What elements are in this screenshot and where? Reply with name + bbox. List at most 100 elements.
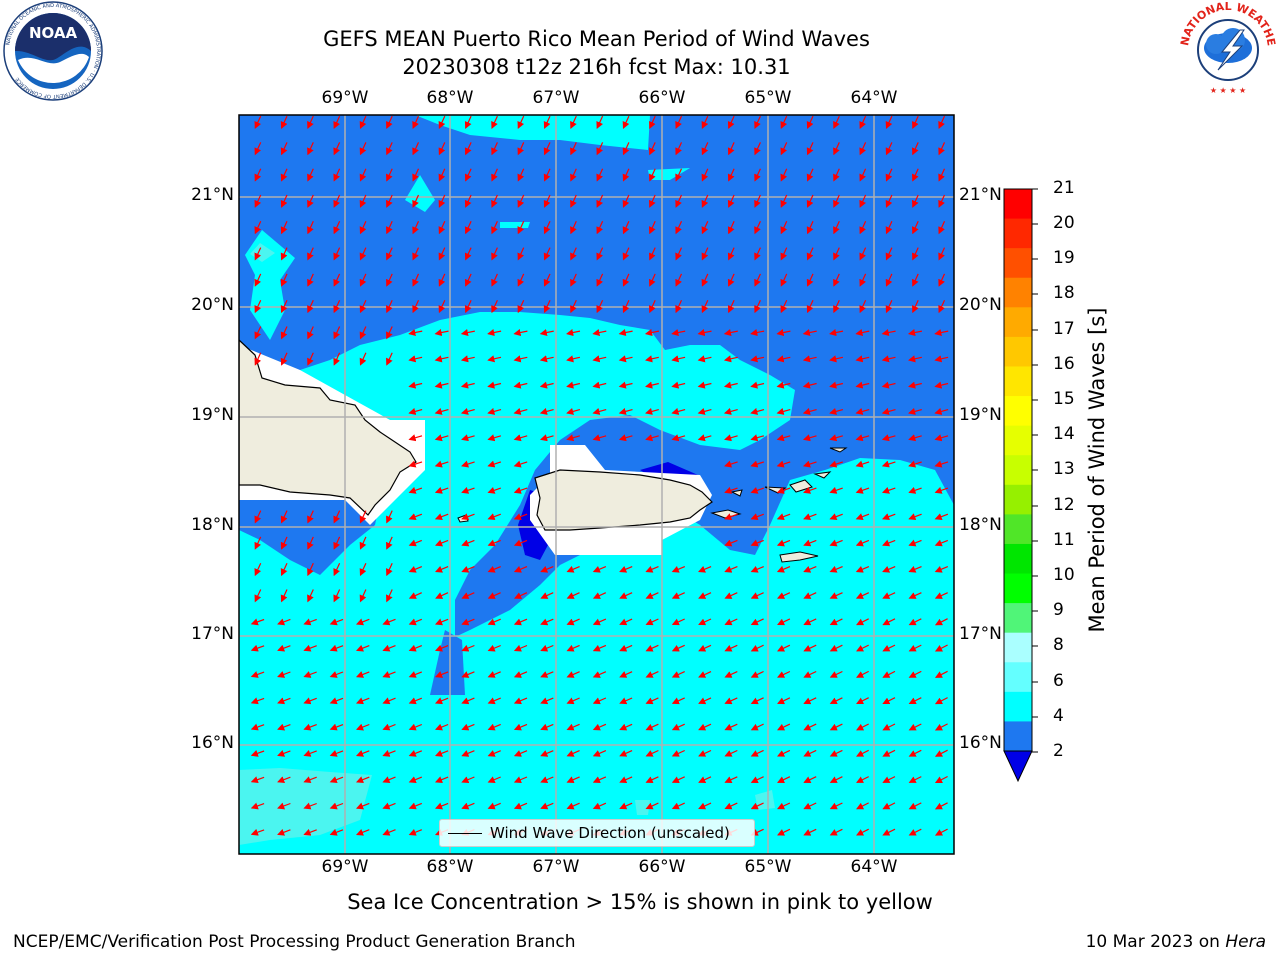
wind-wave-arrow — [280, 273, 288, 287]
wind-wave-arrow — [513, 486, 528, 494]
colorbar-segment — [1004, 248, 1032, 279]
wind-wave-arrow — [434, 355, 449, 363]
wind-wave-arrow — [803, 592, 817, 599]
wind-wave-arrow — [856, 749, 869, 757]
wind-wave-arrow — [434, 723, 449, 731]
wind-wave-arrow — [697, 407, 712, 415]
wind-wave-arrow — [908, 618, 922, 626]
wind-wave-arrow — [671, 697, 685, 705]
wind-wave-arrow — [280, 510, 288, 524]
wind-wave-arrow — [723, 355, 738, 363]
wind-wave-arrow — [727, 115, 735, 129]
wind-wave-arrow — [307, 247, 314, 261]
wind-wave-arrow — [333, 589, 341, 603]
wind-wave-arrow — [881, 355, 896, 363]
wind-wave-arrow — [833, 221, 840, 235]
colorbar-tick-label: 8 — [1053, 635, 1064, 655]
wind-wave-arrow — [434, 407, 449, 415]
wind-wave-arrow — [333, 194, 341, 208]
lon-label-top: 65°W — [744, 88, 792, 108]
wind-wave-arrow — [543, 273, 551, 287]
wind-wave-arrow — [833, 299, 840, 314]
wind-wave-arrow — [698, 697, 712, 705]
wind-wave-arrow — [543, 221, 551, 235]
wind-wave-arrow — [513, 407, 528, 415]
wind-wave-arrow — [934, 486, 949, 494]
wind-wave-arrow — [724, 513, 738, 521]
wind-wave-arrow — [250, 828, 265, 836]
wind-wave-arrow — [938, 194, 946, 208]
wind-wave-arrow — [619, 697, 633, 705]
wind-wave-arrow — [303, 828, 317, 836]
wind-wave-arrow — [460, 381, 475, 389]
wind-wave-arrow — [802, 434, 817, 442]
wind-wave-arrow — [540, 644, 554, 652]
wind-wave-arrow — [882, 592, 896, 599]
wind-wave-arrow — [461, 434, 475, 442]
wind-wave-arrow — [307, 352, 314, 366]
wind-wave-arrow — [750, 460, 765, 468]
wind-wave-arrow — [723, 381, 738, 389]
wind-wave-arrow — [280, 299, 288, 314]
wind-wave-arrow — [649, 299, 656, 314]
wind-wave-arrow — [829, 539, 843, 547]
legend-label: Wind Wave Direction (unscaled) — [490, 824, 730, 842]
wind-wave-arrow — [303, 802, 317, 810]
wind-wave-arrow — [701, 168, 709, 182]
wind-wave-arrow — [434, 644, 449, 652]
wind-wave-arrow — [934, 381, 949, 389]
wind-wave-arrow — [566, 644, 580, 652]
wind-wave-arrow — [386, 142, 393, 156]
colorbar-segment — [1004, 218, 1032, 249]
wind-wave-arrow — [934, 618, 948, 626]
wind-wave-arrow — [701, 299, 709, 314]
wind-wave-arrow — [724, 671, 738, 678]
wind-wave-arrow — [833, 247, 840, 261]
wind-wave-arrow — [750, 749, 764, 757]
wind-wave-arrow — [856, 723, 869, 731]
wind-wave-arrow — [303, 671, 317, 678]
wind-wave-arrow — [254, 168, 262, 182]
noaa-logo-text: NOAA — [29, 24, 78, 42]
wind-wave-arrow — [596, 194, 604, 208]
wind-wave-arrow — [622, 273, 630, 287]
wind-wave-arrow — [619, 565, 633, 573]
wind-wave-arrow — [386, 589, 393, 603]
wind-wave-arrow — [570, 299, 577, 314]
wind-wave-arrow — [698, 749, 712, 757]
colorbar-tick-label: 15 — [1053, 389, 1075, 409]
wind-wave-arrow — [540, 565, 554, 573]
wind-wave-arrow — [412, 168, 420, 182]
wind-wave-arrow — [645, 355, 659, 363]
ocean-cyan-patch-north — [415, 115, 650, 150]
wind-wave-arrow — [254, 510, 262, 524]
wind-wave-arrow — [592, 776, 607, 784]
wind-wave-arrow — [438, 299, 446, 314]
wind-wave-arrow — [280, 142, 288, 156]
wind-wave-arrow — [307, 142, 314, 156]
wind-wave-arrow — [855, 565, 870, 573]
wind-wave-arrow — [882, 670, 896, 678]
wind-wave-arrow — [727, 168, 735, 182]
wind-wave-arrow — [329, 644, 344, 652]
wind-wave-arrow — [487, 565, 501, 573]
colorbar-segment — [1004, 514, 1032, 545]
wind-wave-arrow — [675, 142, 683, 156]
wind-wave-arrow — [434, 565, 449, 573]
wind-wave-arrow — [802, 460, 817, 468]
wind-wave-arrow — [645, 618, 659, 626]
wind-wave-arrow — [513, 434, 528, 442]
wind-wave-arrow — [856, 670, 869, 678]
wind-wave-arrow — [487, 644, 501, 652]
wind-wave-arrow — [777, 802, 791, 810]
wind-wave-arrow — [908, 749, 922, 757]
wind-wave-arrow — [359, 142, 367, 156]
wind-wave-arrow — [438, 168, 446, 182]
wind-wave-arrow — [434, 618, 449, 626]
wind-wave-arrow — [618, 328, 633, 337]
wind-wave-arrow — [280, 247, 288, 261]
wind-wave-arrow — [697, 565, 712, 573]
colorbar-tick-label: 16 — [1053, 354, 1075, 374]
wind-wave-arrow — [307, 536, 314, 550]
wind-wave-arrow — [434, 539, 449, 547]
